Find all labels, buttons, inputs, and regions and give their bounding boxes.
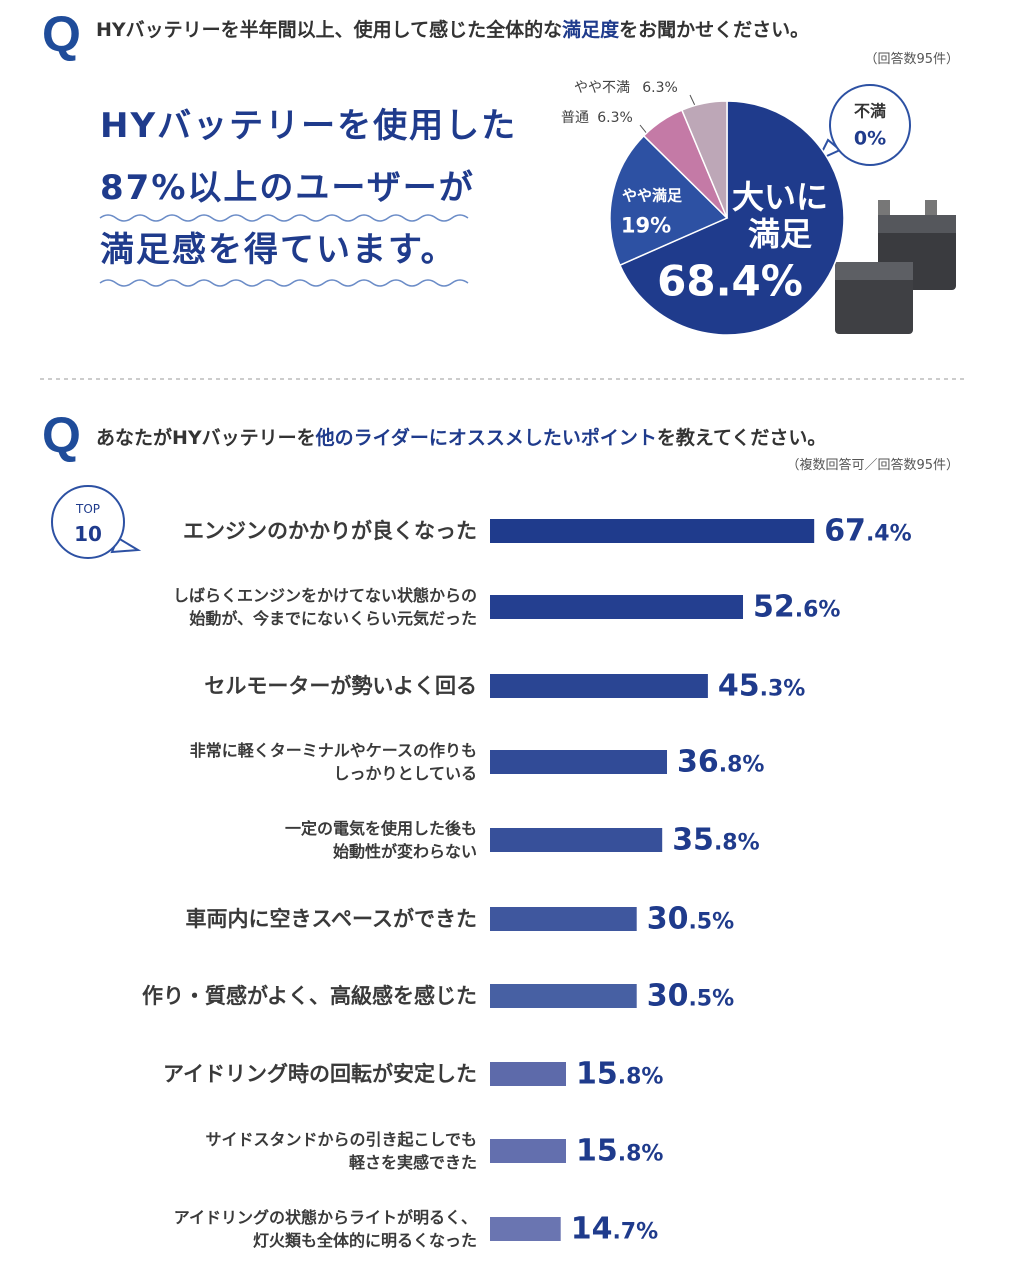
- bar: [490, 674, 708, 698]
- title-part: を教えてください。: [656, 427, 827, 449]
- title-part: 満足度: [562, 19, 620, 41]
- category-label: セルモーターが勢いよく回る: [204, 673, 477, 698]
- note: （回答数95件）: [864, 52, 959, 67]
- slice-value: 68.4%: [657, 256, 803, 306]
- bar: [490, 907, 637, 931]
- slice-label: やや満足: [621, 186, 683, 205]
- slice-value: 6.3%: [597, 109, 633, 126]
- category-label: 作り・質感がよく、高級感を感じた: [142, 983, 477, 1008]
- slice-label: 普通: [561, 109, 589, 126]
- value-label: 30.5%: [646, 978, 735, 1014]
- question-title: HYバッテリーを半年間以上、使用して感じた全体的な満足度をお聞かせください。: [96, 18, 809, 43]
- slice-value: 6.3%: [642, 79, 678, 96]
- bar: [490, 1062, 566, 1086]
- category-label: しばらくエンジンをかけてない状態からの 始動が、今までにないくらい元気だった: [172, 585, 477, 628]
- slice-label: やや不満: [574, 79, 630, 96]
- pie-slice: [680, 100, 728, 219]
- wavy-underline: [99, 279, 469, 287]
- title-part: 他のライダーにオススメしたいポイント: [315, 427, 657, 449]
- speech-bubble: [815, 84, 911, 166]
- question-mark: Q: [42, 407, 81, 463]
- category-label: アイドリングの状態からライトが明るく、 灯火類も全体的に明るくなった: [173, 1207, 477, 1250]
- bar: [490, 595, 744, 619]
- bar: [490, 1217, 561, 1241]
- headline: 満足感を得ています。: [100, 230, 457, 270]
- category-label: エンジンのかかりが良くなった: [183, 518, 477, 543]
- badge-label: TOP: [75, 502, 101, 517]
- battery-image: [835, 200, 956, 334]
- slice-value: 19%: [620, 213, 672, 238]
- slice-value: 0%: [853, 127, 887, 150]
- value-label: 36.8%: [677, 744, 765, 780]
- bar: [490, 750, 668, 774]
- category-label: 一定の電気を使用した後も 始動性が変わらない: [284, 818, 477, 861]
- question-title: あなたがHYバッテリーを他のライダーにオススメしたいポイントを教えてください。: [96, 426, 826, 451]
- value-label: 67.4%: [824, 513, 912, 549]
- value-label: 52.6%: [753, 589, 841, 625]
- value-label: 14.7%: [570, 1211, 659, 1247]
- value-label: 35.8%: [672, 822, 760, 858]
- category-label: サイドスタンドからの引き起こしでも 軽さを実感できた: [205, 1129, 477, 1172]
- value-label: 45.3%: [717, 668, 806, 704]
- bar: [490, 984, 637, 1008]
- bar: [490, 519, 815, 543]
- wavy-underline: [99, 214, 469, 222]
- title-part: をお聞かせください。: [619, 19, 810, 41]
- slice-label: 大いに 満足: [731, 178, 829, 253]
- bar: [490, 1139, 566, 1163]
- title-part: HYバッテリーを半年間以上、使用して感じた全体的な: [96, 19, 563, 41]
- bar: [490, 828, 663, 852]
- category-label: 車両内に空きスペースができた: [185, 906, 477, 931]
- value-label: 15.8%: [575, 1056, 664, 1092]
- top-badge: [51, 485, 142, 559]
- note: （複数回答可／回答数95件）: [786, 458, 959, 473]
- badge-label: 10: [74, 522, 102, 546]
- value-label: 30.5%: [646, 901, 735, 937]
- title-part: あなたがHYバッテリーを: [96, 427, 316, 449]
- headline: 87%以上のユーザーが: [100, 168, 475, 208]
- category-label: 非常に軽くターミナルやケースの作りも しっかりとしている: [189, 740, 477, 783]
- pie-slice: [609, 134, 729, 267]
- pie-slice: [618, 100, 845, 336]
- category-label: アイドリング時の回転が安定した: [163, 1061, 477, 1086]
- question-mark: Q: [42, 6, 81, 62]
- value-label: 15.8%: [575, 1133, 664, 1169]
- headline: HYバッテリーを使用した: [100, 106, 518, 146]
- slice-label: 不満: [853, 101, 887, 121]
